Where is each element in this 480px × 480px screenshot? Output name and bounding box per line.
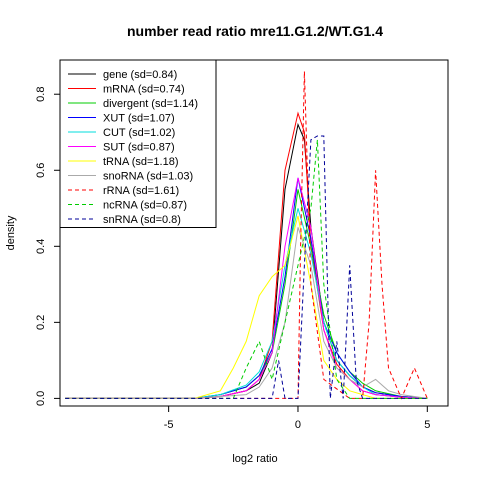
series-line-6 — [65, 215, 428, 399]
y-axis-label: density — [5, 215, 17, 250]
legend-entry: mRNA (sd=0.74) — [103, 84, 185, 96]
legend-entry: SUT (sd=0.87) — [103, 142, 175, 154]
x-tick-label: 0 — [295, 419, 301, 431]
y-tick-label: 0.0 — [35, 391, 47, 406]
y-axis: 0.0 0.2 0.4 0.6 0.8 — [35, 87, 60, 406]
y-tick-label: 0.6 — [35, 163, 47, 178]
series-line-4 — [65, 208, 428, 399]
y-tick-label: 0.8 — [35, 87, 47, 102]
y-tick-label: 0.4 — [35, 239, 47, 254]
legend-entry: ncRNA (sd=0.87) — [103, 200, 187, 212]
x-tick-label: 5 — [424, 419, 430, 431]
legend-entry: CUT (sd=1.02) — [103, 127, 175, 139]
chart-title: number read ratio mre11.G1.2/WT.G1.4 — [127, 23, 383, 39]
series-line-7 — [65, 227, 428, 399]
series-line-10 — [65, 135, 428, 399]
x-axis-label: log2 ratio — [232, 453, 277, 465]
x-axis: -5 0 5 — [164, 406, 430, 431]
legend-entry: rRNA (sd=1.61) — [103, 185, 179, 197]
legend-entry: snRNA (sd=0.8) — [103, 214, 181, 226]
legend-entry: tRNA (sd=1.18) — [103, 156, 179, 168]
series-line-3 — [65, 177, 428, 399]
plot-lines — [65, 71, 428, 400]
legend-entry: snoRNA (sd=1.03) — [103, 171, 193, 183]
series-line-5 — [65, 177, 428, 399]
series-line-9 — [65, 139, 428, 399]
legend-entry: gene (sd=0.84) — [103, 69, 177, 81]
legend-box — [59, 59, 217, 228]
legend: gene (sd=0.84) mRNA (sd=0.74) divergent (s… — [59, 59, 217, 228]
y-tick-label: 0.2 — [35, 315, 47, 330]
legend-entry: divergent (sd=1.14) — [103, 98, 198, 110]
legend-entry: XUT (sd=1.07) — [103, 113, 175, 125]
x-tick-label: -5 — [164, 419, 174, 431]
plot-frame — [59, 59, 449, 407]
